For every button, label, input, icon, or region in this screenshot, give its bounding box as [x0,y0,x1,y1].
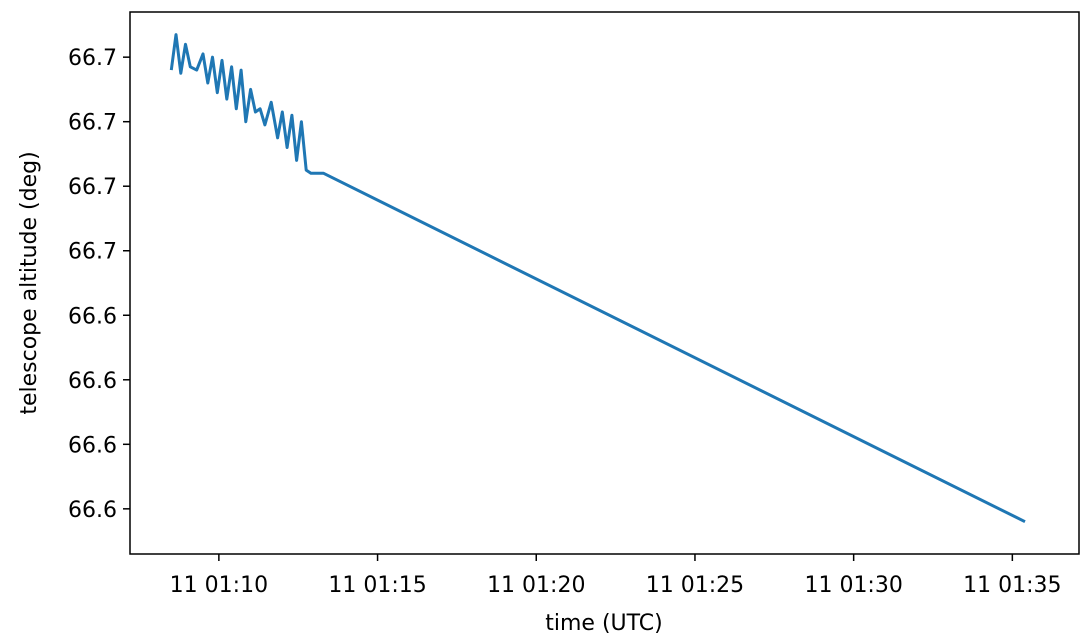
y-tick-label: 66.6 [68,433,117,458]
y-tick-label: 66.6 [68,369,117,394]
x-tick-label: 11 01:25 [646,573,744,598]
x-tick-label: 11 01:30 [804,573,902,598]
x-tick-label: 11 01:20 [487,573,585,598]
x-tick-label: 11 01:15 [328,573,426,598]
y-axis-label: telescope altitude (deg) [17,151,42,414]
plot-area [130,12,1079,554]
x-axis: 11 01:10 11 01:15 11 01:20 11 01:25 11 01:30… [170,554,1062,598]
x-axis-label: time (UTC) [545,611,662,636]
y-tick-label: 66.7 [68,240,117,265]
y-axis: 66.7 66.7 66.7 66.7 66.6 66.6 66.6 66.6 [68,46,130,523]
y-tick-label: 66.7 [68,175,117,200]
x-tick-label: 11 01:10 [170,573,268,598]
y-tick-label: 66.6 [68,304,117,329]
x-tick-label: 11 01:35 [963,573,1061,598]
y-tick-label: 66.7 [68,46,117,71]
y-tick-label: 66.6 [68,498,117,523]
y-tick-label: 66.7 [68,111,117,136]
